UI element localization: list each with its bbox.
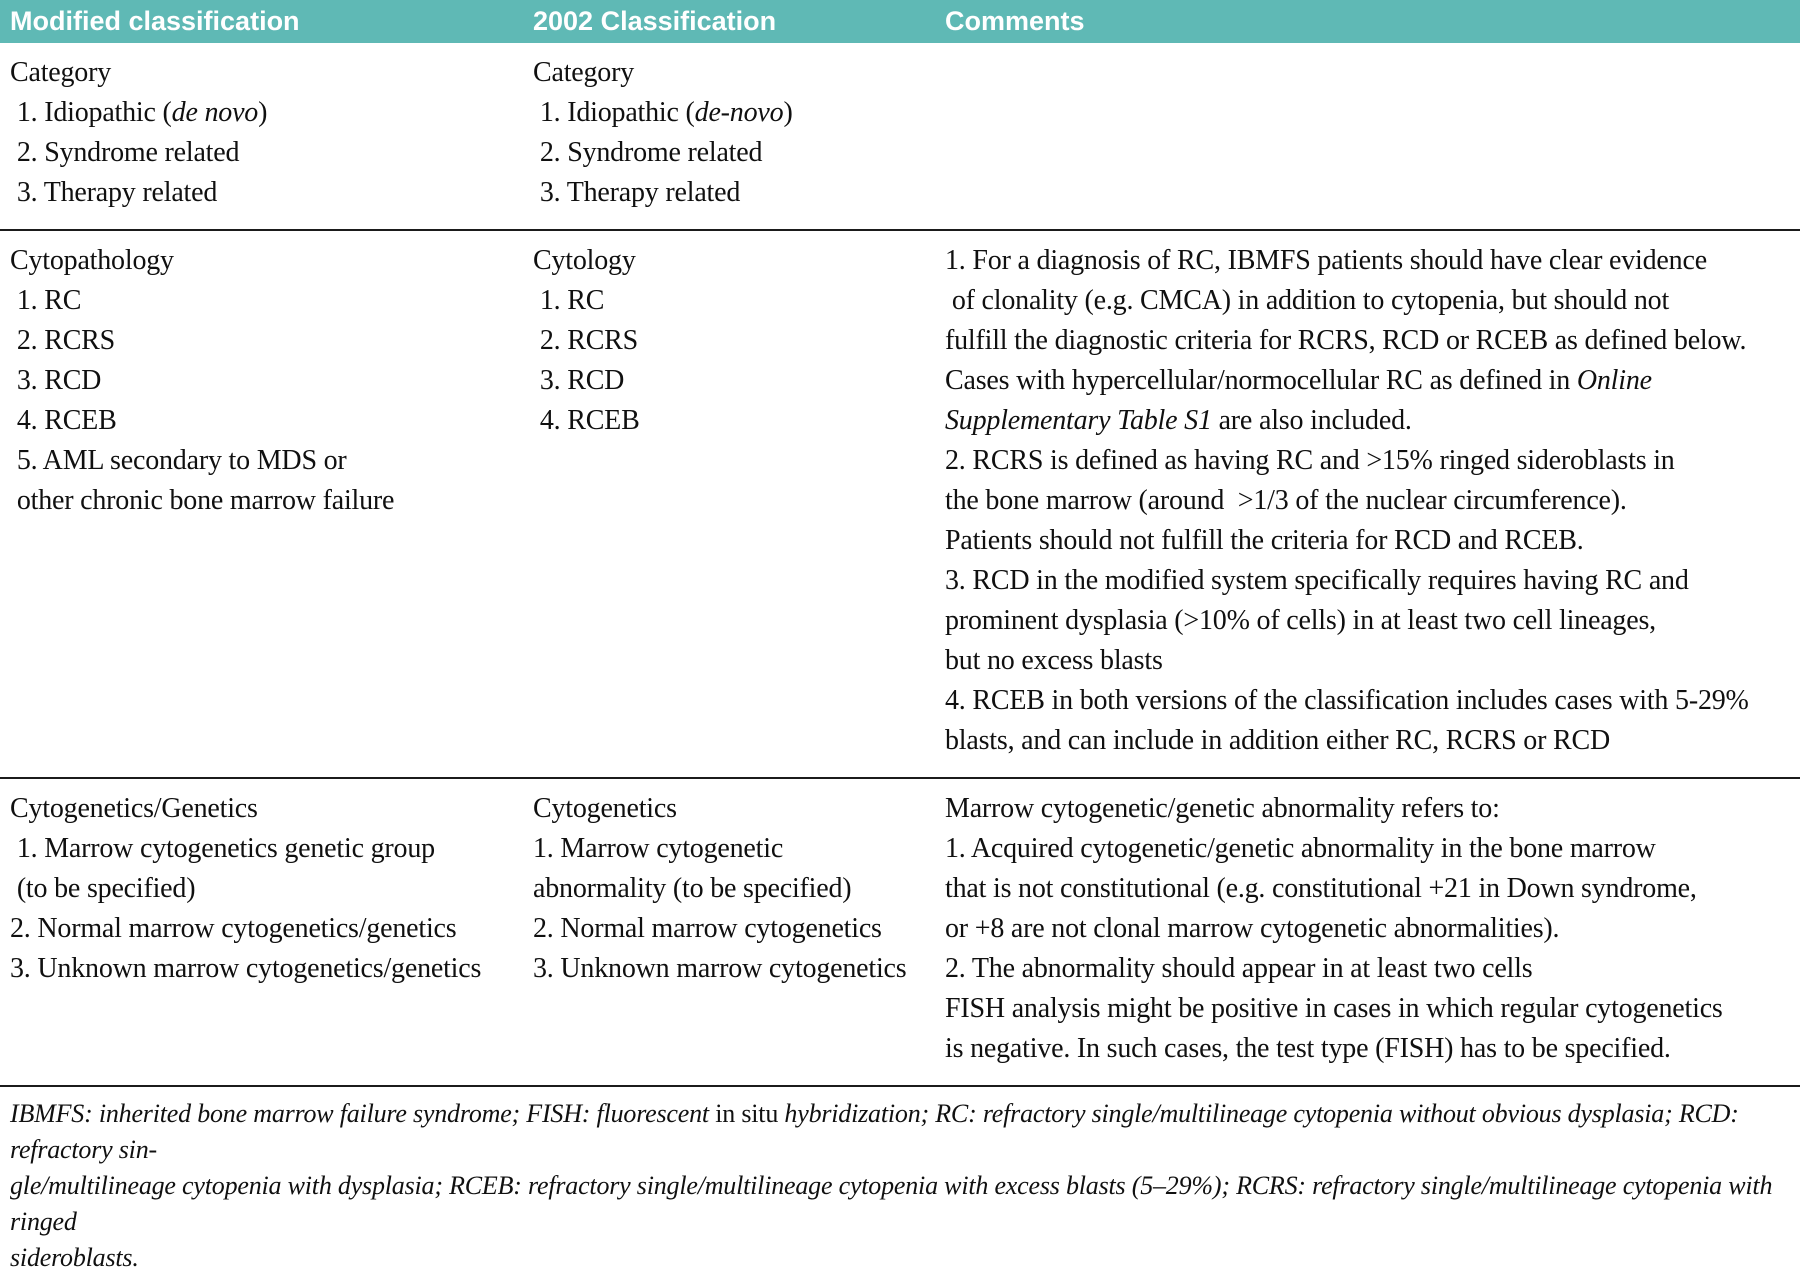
text-line: is negative. In such cases, the test typ… — [945, 1033, 1671, 1064]
text-line: 2. RCRS — [533, 325, 639, 356]
text-line: 3. Unknown marrow cytogenetics — [533, 953, 907, 984]
text-line: 1. Marrow cytogenetic — [533, 833, 784, 864]
text-line: Cytogenetics — [533, 793, 677, 824]
text-line: FISH analysis might be positive in cases… — [945, 993, 1723, 1024]
text-line: 2. Syndrome related — [533, 137, 763, 168]
section-cytogenetics: Cytogenetics/Genetics 1. Marrow cytogene… — [0, 777, 1800, 1085]
text-line: 1. Idiopathic (de-novo) — [533, 97, 793, 128]
header-comments: Comments — [945, 6, 1085, 36]
header-2002-classification: 2002 Classification — [533, 6, 777, 36]
text-line: Cytogenetics/Genetics — [10, 793, 258, 824]
cytogenetics-modified-cell: Cytogenetics/Genetics 1. Marrow cytogene… — [0, 779, 523, 1085]
text-line: or +8 are not clonal marrow cytogenetic … — [945, 913, 1560, 944]
text-line: that is not constitutional (e.g. constit… — [945, 873, 1697, 904]
text-line: of clonality (e.g. CMCA) in addition to … — [945, 285, 1670, 316]
cytogenetics-2002-cell: Cytogenetics 1. Marrow cytogenetic abnorma… — [523, 779, 935, 1085]
text-line: 1. Marrow cytogenetics genetic group — [10, 833, 435, 864]
text-line: 2. The abnormality should appear in at l… — [945, 953, 1533, 984]
text-line: Supplementary Table S1 are also included… — [945, 405, 1412, 436]
text-line: 3. RCD in the modified system specifical… — [945, 565, 1689, 596]
section-category: Category 1. Idiopathic (de novo) 2. Synd… — [0, 43, 1800, 229]
text-line: 2. RCRS — [10, 325, 116, 356]
text-line: 2. Normal marrow cytogenetics — [533, 913, 882, 944]
text-line: abnormality (to be specified) — [533, 873, 852, 904]
text-line: Cytology — [533, 245, 636, 276]
text-line: 1. RC — [533, 285, 605, 316]
category-2002-cell: Category 1. Idiopathic (de-novo) 2. Synd… — [523, 43, 935, 229]
table-footnote: IBMFS: inherited bone marrow failure syn… — [0, 1085, 1800, 1282]
text-line: sideroblasts. — [10, 1243, 139, 1272]
text-line: 3. Therapy related — [10, 177, 218, 208]
cytopathology-2002-cell: Cytology 1. RC 2. RCRS 3. RCD 4. RCEB — [523, 231, 935, 777]
text-line: but no excess blasts — [945, 645, 1163, 676]
text-line: 4. RCEB — [533, 405, 640, 436]
text-line: blasts, and can include in addition eith… — [945, 725, 1611, 756]
text-line: Patients should not fulfill the criteria… — [945, 525, 1584, 556]
text-line: other chronic bone marrow failure — [10, 485, 395, 516]
text-line: (to be specified) — [10, 873, 196, 904]
text-line: 2. Syndrome related — [10, 137, 240, 168]
category-modified-cell: Category 1. Idiopathic (de novo) 2. Synd… — [0, 43, 523, 229]
text-line: prominent dysplasia (>10% of cells) in a… — [945, 605, 1656, 636]
text-line: 3. Therapy related — [533, 177, 741, 208]
text-line: Cytopathology — [10, 245, 174, 276]
text-line: 2. Normal marrow cytogenetics/genetics — [10, 913, 457, 944]
text-line: the bone marrow (around >1/3 of the nucl… — [945, 485, 1627, 516]
text-line: Category — [533, 57, 635, 88]
text-line: Cases with hypercellular/normocellular R… — [945, 365, 1652, 396]
text-line: gle/multilineage cytopenia with dysplasi… — [10, 1171, 1779, 1236]
text-line: Category — [10, 57, 112, 88]
cytogenetics-comments-cell: Marrow cytogenetic/genetic abnormality r… — [935, 779, 1800, 1085]
text-line: 1. For a diagnosis of RC, IBMFS patients… — [945, 245, 1707, 276]
cytopathology-comments-cell: 1. For a diagnosis of RC, IBMFS patients… — [935, 231, 1800, 777]
text-line: IBMFS: inherited bone marrow failure syn… — [10, 1099, 1746, 1164]
text-line: 1. Acquired cytogenetic/genetic abnormal… — [945, 833, 1656, 864]
text-line: 1. Idiopathic (de novo) — [10, 97, 268, 128]
text-line: 4. RCEB — [10, 405, 117, 436]
text-line: 2. RCRS is defined as having RC and >15%… — [945, 445, 1675, 476]
text-line: 5. AML secondary to MDS or — [10, 445, 347, 476]
text-line: 4. RCEB in both versions of the classifi… — [945, 685, 1749, 716]
text-line: 1. RC — [10, 285, 82, 316]
text-line: 3. RCD — [10, 365, 102, 396]
section-cytopathology: Cytopathology 1. RC 2. RCRS 3. RCD 4. RC… — [0, 229, 1800, 777]
text-line: 3. RCD — [533, 365, 625, 396]
category-comments-cell — [935, 43, 1800, 229]
text-line: fulfill the diagnostic criteria for RCRS… — [945, 325, 1747, 356]
text-line: Marrow cytogenetic/genetic abnormality r… — [945, 793, 1500, 824]
table-header-row: Modified classification 2002 Classificat… — [0, 0, 1800, 43]
header-modified-classification: Modified classification — [10, 6, 300, 36]
cytopathology-modified-cell: Cytopathology 1. RC 2. RCRS 3. RCD 4. RC… — [0, 231, 523, 777]
text-line: 3. Unknown marrow cytogenetics/genetics — [10, 953, 482, 984]
